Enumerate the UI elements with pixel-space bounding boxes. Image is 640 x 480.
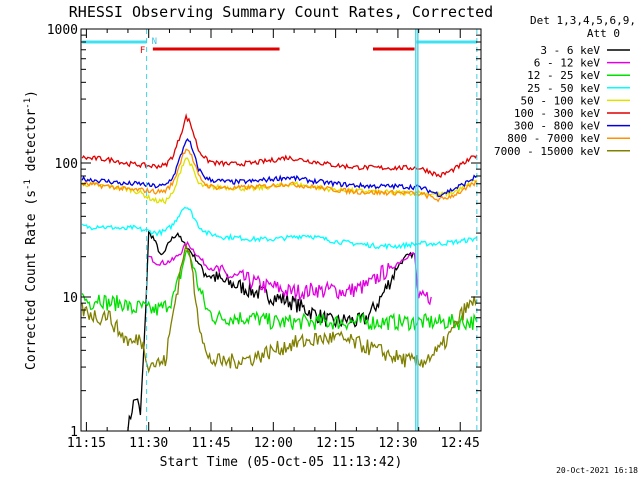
- x-tick-label-1: 11:30: [129, 436, 168, 451]
- x-tick-label-3: 12:00: [254, 436, 293, 451]
- x-tick-label-5: 12:30: [378, 436, 417, 451]
- y-axis-label-end: ): [24, 90, 39, 98]
- chart-title: RHESSI Observing Summary Count Rates, Co…: [69, 3, 493, 21]
- y-axis-label-sup1: -1: [23, 179, 33, 190]
- date-stamp: 20-Oct-2021 16:18: [556, 466, 638, 475]
- series-line-0: [127, 230, 415, 432]
- y-axis-label: Corrected Count Rate (s-1 detector-1): [23, 90, 39, 370]
- legend-label-2: 12 - 25 keV: [527, 69, 600, 82]
- series-line-6: [81, 137, 478, 198]
- y-axis-label-mid: detector: [24, 109, 39, 180]
- series-line-4: [81, 157, 478, 205]
- y-axis-ticks: 1 10 100 1000: [47, 23, 481, 440]
- y-tick-label-3: 1000: [47, 23, 78, 38]
- legend-label-7: 800 - 7000 keV: [507, 132, 600, 145]
- x-axis-ticks: 11:15 11:30 11:45 12:00 12:15 12:30 12:45: [67, 29, 482, 451]
- x-tick-label-4: 12:15: [316, 436, 355, 451]
- x-tick-label-2: 11:45: [191, 436, 230, 451]
- series-line-3: [81, 206, 478, 251]
- legend-label-8: 7000 - 15000 keV: [494, 145, 600, 158]
- attenuator-label: N: [152, 37, 157, 47]
- legend-label-1: 6 - 12 keV: [534, 57, 601, 70]
- flare-label: F: [140, 46, 145, 56]
- legend-header-2: Att 0: [587, 27, 620, 40]
- legend-header-1: Det 1,3,4,5,6,9,: [530, 14, 636, 27]
- x-axis-label: Start Time (05-Oct-05 11:13:42): [160, 455, 403, 470]
- series-line-1: [148, 240, 432, 306]
- y-tick-label-1: 10: [62, 291, 78, 306]
- y-axis-label-main: Corrected Count Rate (s: [24, 190, 39, 370]
- plot-frame: [80, 28, 482, 432]
- series-line-7: [81, 148, 478, 203]
- series-line-8: [81, 244, 478, 374]
- x-tick-label-0: 11:15: [67, 436, 106, 451]
- y-axis-label-sup2: -1: [23, 98, 33, 109]
- y-tick-label-0: 1: [70, 425, 78, 440]
- series-line-5: [81, 113, 478, 178]
- y-tick-label-2: 100: [55, 157, 78, 172]
- series-line-2: [81, 249, 478, 332]
- legend-label-5: 100 - 300 keV: [514, 107, 600, 120]
- legend-label-6: 300 - 800 keV: [514, 120, 600, 133]
- x-tick-label-6: 12:45: [441, 436, 480, 451]
- legend-label-0: 3 - 6 keV: [540, 44, 600, 57]
- legend-label-4: 50 - 100 keV: [521, 94, 601, 107]
- legend-label-3: 25 - 50 keV: [527, 82, 600, 95]
- plot-area: NF: [81, 29, 478, 432]
